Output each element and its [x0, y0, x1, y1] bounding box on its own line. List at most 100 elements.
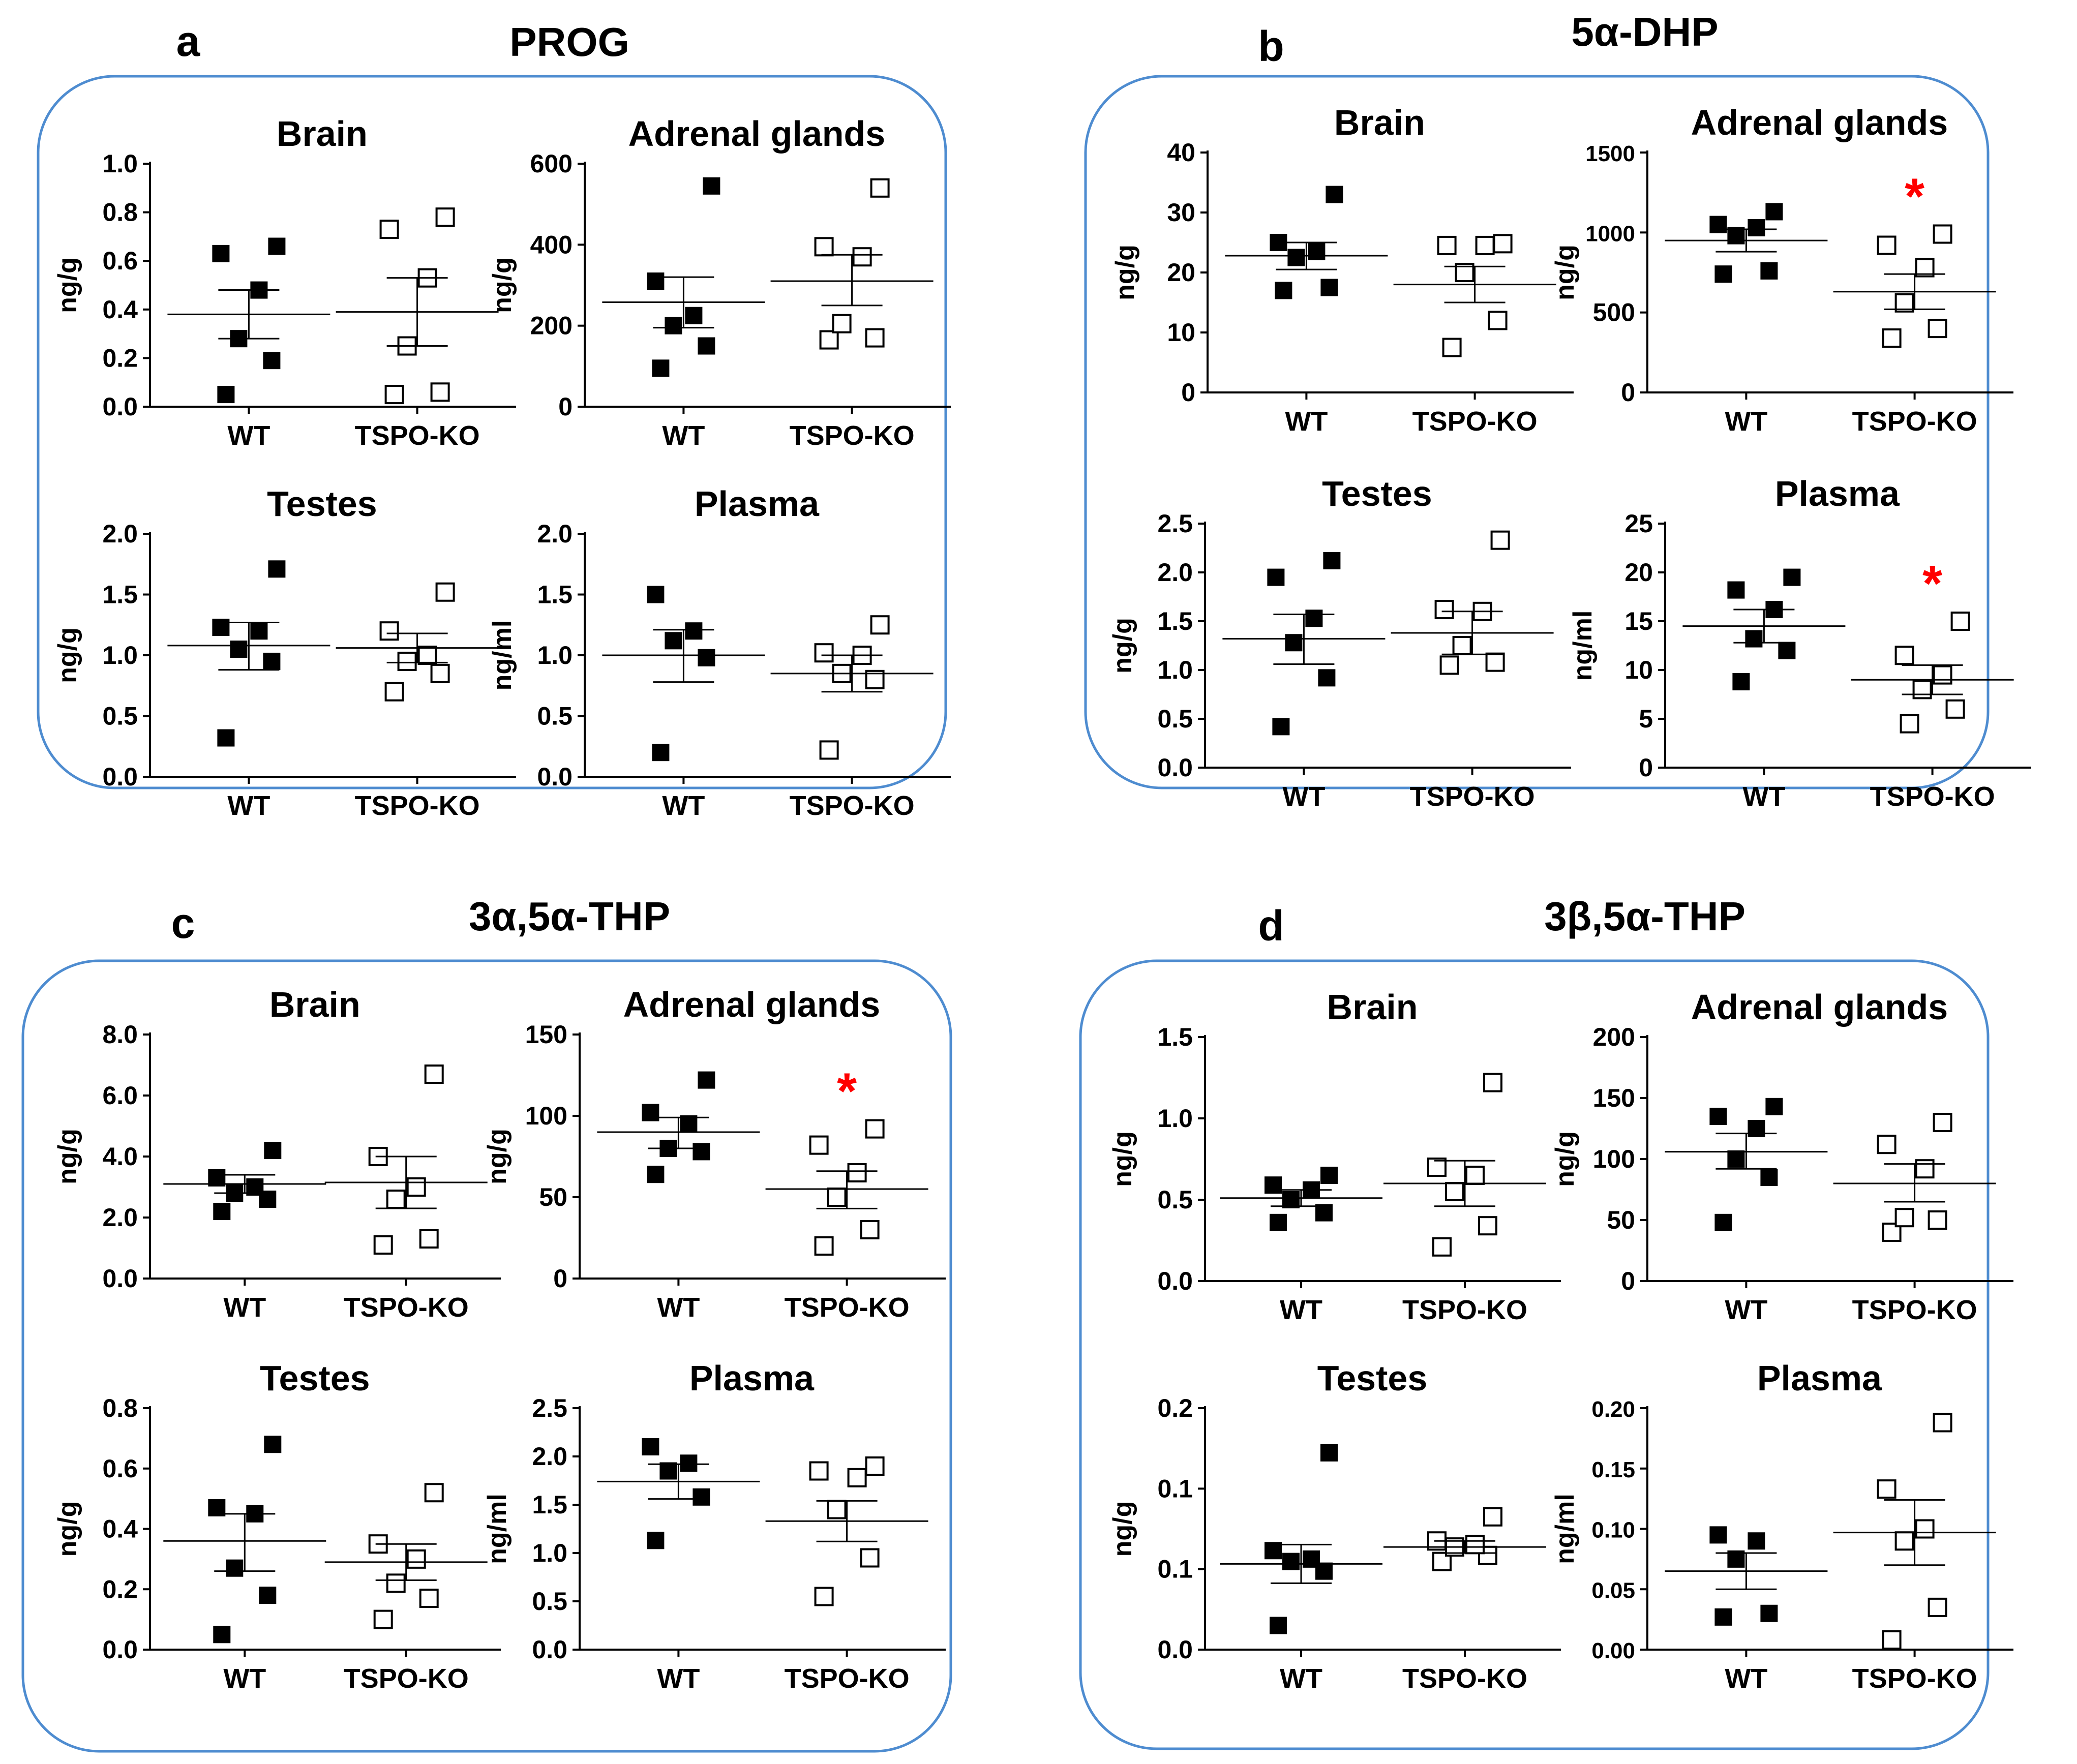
y-tick-label: 500 — [1593, 298, 1635, 327]
data-point-ko — [1478, 1216, 1497, 1236]
y-tick-label: 0.0 — [1157, 1267, 1193, 1295]
chart-brain: Brain 0.0 0.2 0.4 0.6 0.8 1.0 ng/g WT TSPO-KO — [53, 114, 516, 451]
data-point-wt — [263, 652, 281, 670]
y-tick-label: 6.0 — [102, 1081, 138, 1110]
y-tick-label: 1.5 — [537, 581, 573, 609]
data-point-ko — [1894, 1208, 1914, 1228]
y-axis-label: ng/g — [1108, 618, 1137, 674]
y-tick-label: 2.5 — [1157, 509, 1193, 538]
data-point-wt — [230, 641, 248, 658]
data-point-ko — [860, 1220, 880, 1239]
y-tick-label: 0.0 — [1157, 1635, 1193, 1664]
data-point-wt — [1326, 186, 1343, 203]
data-point-wt — [1285, 634, 1303, 652]
data-point-ko — [417, 646, 437, 665]
y-tick-label: 20 — [1167, 258, 1195, 287]
y-tick-label: 1.0 — [1157, 656, 1193, 684]
y-tick-label: 10 — [1167, 318, 1195, 347]
panel-letter: d — [1258, 902, 1284, 950]
data-point-wt — [1270, 1617, 1287, 1634]
y-axis-label: ng/g — [488, 257, 517, 313]
data-point-ko — [1452, 636, 1472, 655]
data-point-ko — [1894, 646, 1914, 665]
data-point-ko — [860, 1548, 880, 1568]
y-tick-label: 2.0 — [102, 520, 138, 548]
y-axis-label: ng/g — [1550, 245, 1580, 300]
data-point-wt — [1760, 1604, 1778, 1622]
data-point-wt — [1320, 1444, 1338, 1462]
data-point-ko — [435, 582, 455, 602]
data-point-wt — [1709, 1108, 1727, 1125]
data-point-wt — [647, 272, 665, 290]
data-point-wt — [642, 1104, 659, 1121]
y-axis-label: ng/ml — [483, 1494, 512, 1564]
y-tick-label: 1000 — [1585, 221, 1635, 246]
data-point-ko — [384, 385, 404, 405]
data-point-wt — [1267, 568, 1285, 586]
y-tick-label: 1.0 — [102, 641, 138, 670]
data-point-ko — [814, 1587, 834, 1606]
data-point-wt — [1748, 219, 1765, 236]
panel-letter: a — [176, 17, 201, 65]
data-point-wt — [685, 622, 703, 640]
y-tick-label: 400 — [530, 230, 573, 259]
data-point-wt — [1282, 1553, 1300, 1570]
data-point-ko — [1928, 1210, 1947, 1230]
data-point-ko — [870, 615, 890, 635]
chart-title: Brain — [1327, 987, 1418, 1027]
y-tick-label: 2.0 — [1157, 558, 1193, 587]
data-point-ko — [814, 1236, 834, 1256]
data-point-ko — [386, 1190, 406, 1209]
y-tick-label: 0.0 — [532, 1635, 567, 1664]
chart-plasma: Plasma 0.00 0.05 0.10 0.15 0.20 ng/ml WT TSPO-KO — [1550, 1358, 2013, 1694]
panel-a: a PROG Brain 0.0 0.2 0.4 0.6 0.8 1.0 ng/g WT TSPO-K… — [37, 17, 951, 821]
chart-title: Plasma — [1757, 1358, 1882, 1398]
data-point-wt — [659, 1462, 677, 1480]
significance-star: * — [1922, 555, 1942, 612]
y-tick-label: 0.0 — [537, 763, 573, 791]
data-point-wt — [1732, 673, 1750, 691]
y-tick-label: 150 — [1593, 1084, 1635, 1112]
y-tick-label: 1.0 — [1157, 1104, 1193, 1133]
data-point-wt — [652, 744, 670, 762]
x-tick-label: TSPO-KO — [1852, 1663, 1977, 1694]
y-tick-label: 1.0 — [537, 641, 573, 670]
data-point-wt — [698, 649, 715, 666]
data-point-wt — [213, 1626, 231, 1644]
data-point-ko — [827, 1500, 847, 1519]
x-tick-label: WT — [1742, 781, 1785, 812]
data-point-wt — [647, 1166, 665, 1183]
y-tick-label: 25 — [1624, 509, 1653, 538]
chart-testes: Testes 0.0 0.5 1.0 1.5 2.0 2.5 ng/g WT TSPO-KO — [1108, 474, 1571, 812]
data-point-ko — [1950, 612, 1970, 631]
data-point-ko — [1928, 319, 1947, 339]
data-point-wt — [685, 307, 703, 324]
y-tick-label: 2.0 — [532, 1442, 567, 1471]
data-point-wt — [1778, 642, 1796, 659]
data-point-ko — [1490, 530, 1510, 550]
data-point-wt — [652, 359, 670, 377]
x-tick-label: WT — [227, 420, 270, 451]
data-point-ko — [1933, 1113, 1952, 1132]
y-axis-label: ng/g — [1108, 1131, 1137, 1187]
y-tick-label: 0.0 — [102, 763, 138, 791]
y-tick-label: 1.5 — [1157, 607, 1193, 635]
y-tick-label: 0 — [1639, 753, 1653, 782]
y-tick-label: 0.0 — [1157, 753, 1193, 782]
data-point-ko — [1915, 1519, 1935, 1539]
data-point-ko — [397, 651, 417, 671]
data-point-ko — [870, 178, 890, 198]
chart-testes: Testes 0.0 0.5 1.0 1.5 2.0 ng/g WT TSPO-KO — [53, 484, 516, 821]
data-point-ko — [1877, 1135, 1897, 1154]
y-tick-label: 0.15 — [1591, 1457, 1635, 1482]
chart-title: Brain — [277, 114, 368, 154]
x-tick-label: TSPO-KO — [1412, 406, 1538, 437]
data-point-ko — [430, 382, 450, 402]
data-point-wt — [213, 1203, 231, 1220]
data-point-wt — [226, 1559, 244, 1577]
significance-star: * — [1905, 168, 1924, 225]
panel-border — [37, 75, 947, 789]
chart-title: Adrenal glands — [1691, 103, 1948, 142]
data-point-wt — [1714, 265, 1732, 283]
